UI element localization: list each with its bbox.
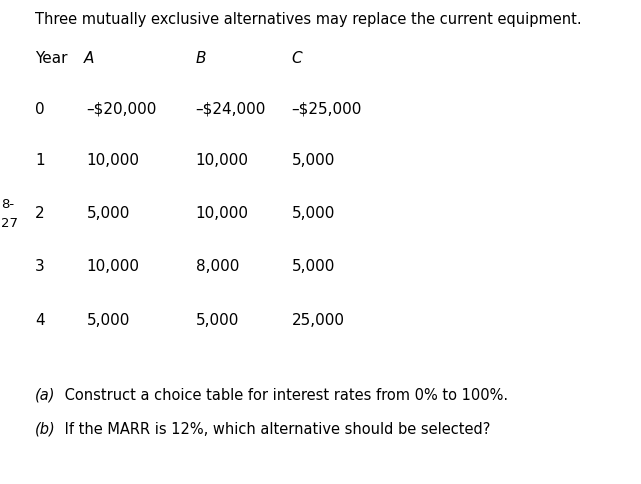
Text: 5,000: 5,000	[87, 312, 130, 327]
Text: 10,000: 10,000	[87, 152, 140, 167]
Text: 0: 0	[35, 102, 45, 117]
Text: 27: 27	[1, 216, 19, 229]
Text: 1: 1	[35, 152, 45, 167]
Text: A: A	[83, 51, 94, 66]
Text: Three mutually exclusive alternatives may replace the current equipment.: Three mutually exclusive alternatives ma…	[35, 12, 582, 27]
Text: 8-: 8-	[1, 197, 14, 211]
Text: (a): (a)	[35, 387, 56, 402]
Text: C: C	[292, 51, 303, 66]
Text: 10,000: 10,000	[87, 259, 140, 274]
Text: 2: 2	[35, 206, 45, 221]
Text: 5,000: 5,000	[292, 152, 335, 167]
Text: B: B	[196, 51, 206, 66]
Text: 5,000: 5,000	[196, 312, 239, 327]
Text: –$20,000: –$20,000	[87, 102, 157, 117]
Text: 4: 4	[35, 312, 45, 327]
Text: Construct a choice table for interest rates from 0% to 100%.: Construct a choice table for interest ra…	[60, 387, 508, 402]
Text: –$24,000: –$24,000	[196, 102, 266, 117]
Text: 5,000: 5,000	[87, 206, 130, 221]
Text: Year: Year	[35, 51, 68, 66]
Text: –$25,000: –$25,000	[292, 102, 362, 117]
Text: 10,000: 10,000	[196, 206, 249, 221]
Text: 25,000: 25,000	[292, 312, 345, 327]
Text: 3: 3	[35, 259, 45, 274]
Text: (b): (b)	[35, 421, 56, 436]
Text: 5,000: 5,000	[292, 259, 335, 274]
Text: If the MARR is 12%, which alternative should be selected?: If the MARR is 12%, which alternative sh…	[60, 421, 490, 436]
Text: 5,000: 5,000	[292, 206, 335, 221]
Text: 8,000: 8,000	[196, 259, 239, 274]
Text: 10,000: 10,000	[196, 152, 249, 167]
